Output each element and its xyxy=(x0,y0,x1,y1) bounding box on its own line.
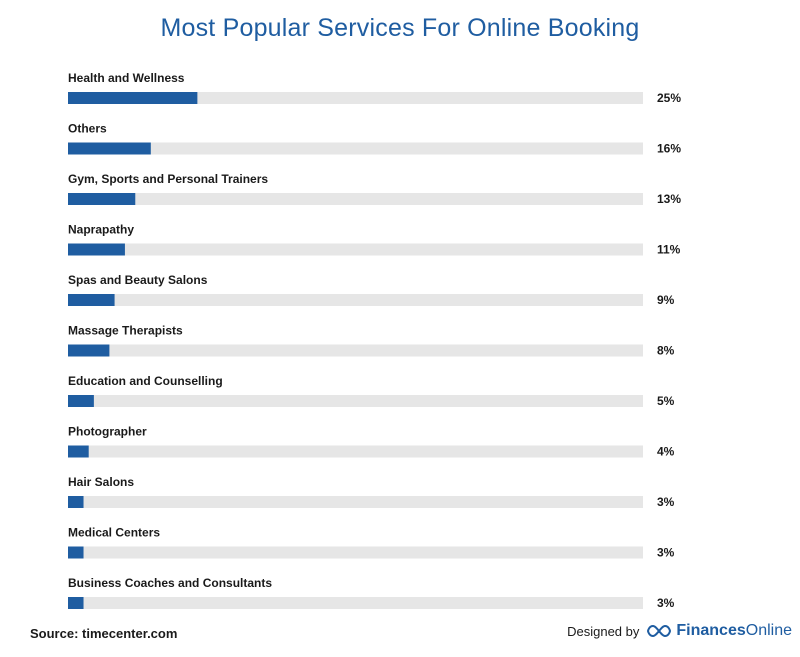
bar-track xyxy=(68,597,643,609)
value-label: 3% xyxy=(657,495,675,509)
source-label: Source: xyxy=(30,626,79,641)
value-label: 4% xyxy=(657,445,675,459)
bar xyxy=(68,546,84,559)
category-label: Massage Therapists xyxy=(68,324,183,338)
category-label: Health and Wellness xyxy=(68,71,185,85)
brand-name: FinancesOnline xyxy=(676,622,792,640)
bar xyxy=(68,496,84,508)
bar xyxy=(68,445,89,458)
value-label: 11% xyxy=(657,243,681,257)
financesonline-logo: FinancesOnline xyxy=(647,622,792,640)
bar-track xyxy=(68,395,643,407)
bar-track xyxy=(68,92,643,104)
bar-track xyxy=(68,496,643,508)
category-label: Business Coaches and Consultants xyxy=(68,576,272,590)
designed-by-label: Designed by xyxy=(567,623,640,639)
category-label: Photographer xyxy=(68,425,147,439)
bar xyxy=(68,597,84,609)
bar xyxy=(68,294,115,306)
infinity-logo-icon xyxy=(647,624,672,638)
bar-track xyxy=(68,445,643,458)
category-label: Hair Salons xyxy=(68,475,134,489)
value-label: 9% xyxy=(657,293,675,307)
brand-name-bold: Finances xyxy=(676,622,746,639)
value-label: 25% xyxy=(657,91,681,105)
bar xyxy=(68,344,110,357)
bar xyxy=(68,193,136,205)
category-label: Others xyxy=(68,122,107,136)
value-label: 3% xyxy=(657,596,675,610)
bar-track xyxy=(68,294,643,306)
category-label: Naprapathy xyxy=(68,223,134,237)
bar xyxy=(68,395,94,407)
bar xyxy=(68,243,125,256)
bar-track xyxy=(68,193,643,205)
source-note: Source: timecenter.com xyxy=(30,626,177,641)
bar-track xyxy=(68,243,643,256)
source-value: timecenter.com xyxy=(82,626,178,641)
designer-credit: Designed by FinancesOnline xyxy=(567,622,792,640)
category-label: Education and Counselling xyxy=(68,374,223,388)
value-label: 16% xyxy=(657,142,681,156)
bar-track xyxy=(68,142,643,155)
value-label: 5% xyxy=(657,394,675,408)
bar xyxy=(68,142,151,155)
category-label: Gym, Sports and Personal Trainers xyxy=(68,172,268,186)
bar-track xyxy=(68,546,643,559)
chart-title: Most Popular Services For Online Booking xyxy=(160,14,640,42)
value-label: 13% xyxy=(657,192,681,206)
category-label: Spas and Beauty Salons xyxy=(68,273,208,287)
value-label: 8% xyxy=(657,344,675,358)
category-label: Medical Centers xyxy=(68,526,160,540)
brand-name-regular: Online xyxy=(745,622,792,639)
bar xyxy=(68,92,198,104)
bar-track xyxy=(68,344,643,357)
value-label: 3% xyxy=(657,546,675,560)
